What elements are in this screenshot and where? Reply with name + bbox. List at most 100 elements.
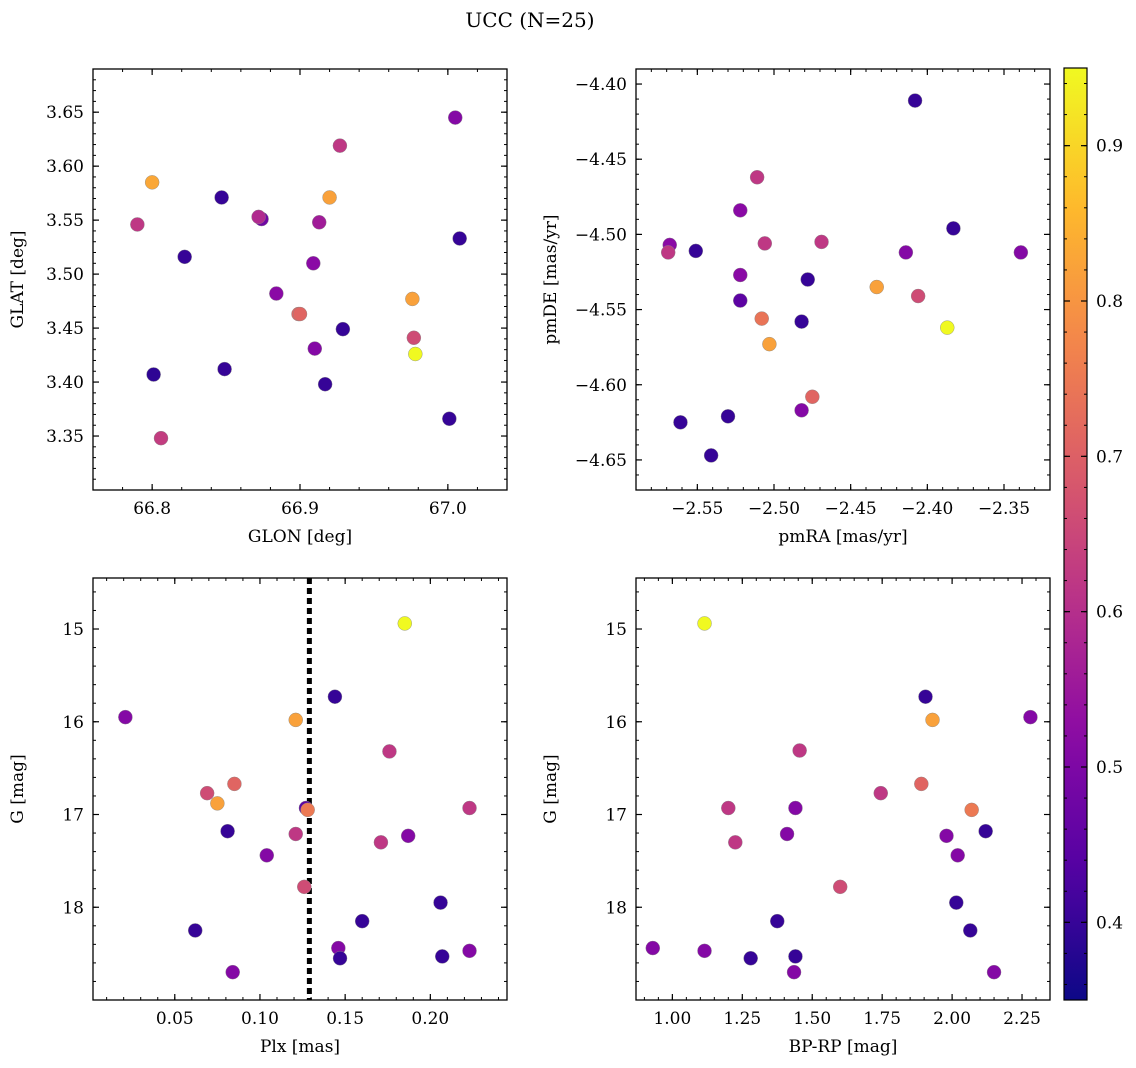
y-tick-label: −4.50 xyxy=(575,225,627,245)
data-point xyxy=(950,848,965,863)
colorbar-tick-label: 0.7 xyxy=(1096,447,1123,467)
data-point xyxy=(406,330,422,345)
data-point xyxy=(312,215,327,230)
data-point xyxy=(251,209,266,225)
data-point xyxy=(462,800,477,816)
data-point xyxy=(788,800,803,816)
data-point xyxy=(661,245,676,260)
y-tick-label: 16 xyxy=(605,713,627,733)
data-point xyxy=(300,802,315,818)
colorbar-tick-label: 0.6 xyxy=(1096,603,1123,623)
data-point xyxy=(462,943,477,959)
data-point xyxy=(130,217,145,232)
y-tick-label: 3.60 xyxy=(46,157,84,177)
data-point xyxy=(332,951,348,966)
data-point xyxy=(307,341,322,356)
y-axis-label: GLAT [deg] xyxy=(8,230,28,328)
y-tick-label: 3.40 xyxy=(46,373,84,393)
panel-4: 1.00 1.25 1.50 1.75 2.00 2.25 15 16 17 18 BP-RP [m… xyxy=(541,577,1051,1057)
data-point xyxy=(733,267,748,283)
data-point xyxy=(918,689,933,704)
data-point xyxy=(225,964,240,980)
data-point xyxy=(448,110,463,125)
data-point xyxy=(1013,245,1029,260)
y-tick-label: 3.45 xyxy=(46,319,84,339)
y-tick-label: 3.35 xyxy=(46,427,84,447)
data-point xyxy=(743,951,758,966)
x-tick-label: 0.10 xyxy=(241,1009,279,1029)
data-point xyxy=(898,245,914,260)
data-point xyxy=(697,616,712,631)
x-tick-label: 1.00 xyxy=(653,1009,691,1029)
data-point xyxy=(400,828,416,844)
data-point xyxy=(721,800,736,816)
data-point xyxy=(405,291,420,307)
data-point xyxy=(227,776,242,792)
data-point xyxy=(188,923,203,938)
x-axis-label: Plx [mas] xyxy=(260,1037,340,1057)
y-tick-label: 18 xyxy=(605,898,627,918)
panel-1: 66.8 66.9 67.0 3.35 3.40 3.45 3.50 3.55 3.60 3.65… xyxy=(8,68,508,547)
x-tick-label: 67.0 xyxy=(429,499,467,519)
data-point xyxy=(814,234,829,250)
x-axis-label: pmRA [mas/yr] xyxy=(778,527,907,547)
y-tick-label: 17 xyxy=(62,806,84,826)
x-axis-label: GLON [deg] xyxy=(248,527,352,547)
data-point xyxy=(217,361,232,377)
data-point xyxy=(317,377,333,392)
data-point xyxy=(354,913,370,929)
data-point xyxy=(452,231,467,246)
data-point xyxy=(322,190,337,205)
x-tick-label: −2.40 xyxy=(901,499,953,519)
y-tick-label: 16 xyxy=(62,713,84,733)
x-tick-label: −2.55 xyxy=(671,499,723,519)
data-point xyxy=(373,835,389,850)
colorbar-tick-label: 0.5 xyxy=(1096,758,1123,778)
data-point xyxy=(269,286,284,301)
data-point xyxy=(397,616,412,631)
data-point xyxy=(435,949,450,964)
y-tick-label: 3.55 xyxy=(46,211,84,231)
data-point xyxy=(779,826,795,842)
data-point xyxy=(645,940,660,956)
data-point xyxy=(292,306,308,322)
data-point xyxy=(800,272,815,287)
data-point xyxy=(382,744,397,759)
x-tick-label: 2.00 xyxy=(933,1009,971,1029)
data-point xyxy=(214,190,229,205)
panel-2: −2.55 −2.50 −2.45 −2.40 −2.35 −4.65 −4.60 −4.55… xyxy=(541,68,1051,547)
panel-3: 0.05 0.10 0.15 0.20 15 16 17 18 Plx [mas] G [mag] xyxy=(8,577,508,1057)
data-point xyxy=(792,743,807,758)
data-point xyxy=(939,828,954,844)
data-point xyxy=(925,712,940,728)
data-point xyxy=(210,796,225,811)
x-tick-label: −2.50 xyxy=(748,499,800,519)
plot-frame xyxy=(635,68,1051,491)
data-point xyxy=(433,895,448,910)
x-tick-label: 1.50 xyxy=(793,1009,831,1029)
data-point xyxy=(177,249,192,265)
data-point xyxy=(1023,709,1038,725)
data-point xyxy=(949,895,964,910)
y-tick-label: −4.40 xyxy=(575,75,627,95)
x-tick-label: 1.75 xyxy=(863,1009,901,1029)
data-point xyxy=(964,802,979,818)
y-tick-label: 15 xyxy=(605,620,627,640)
data-point xyxy=(907,93,923,108)
colorbar-tick-label: 0.4 xyxy=(1096,913,1123,933)
colorbar-gradient xyxy=(1063,67,1088,1001)
data-point xyxy=(963,923,978,938)
y-axis-label: pmDE [mas/yr] xyxy=(541,214,561,344)
y-tick-label: −4.45 xyxy=(575,150,627,170)
data-point xyxy=(153,430,169,446)
data-point xyxy=(220,824,235,839)
data-point xyxy=(794,403,809,418)
data-point xyxy=(770,913,785,929)
data-point xyxy=(199,785,215,801)
x-tick-label: 0.05 xyxy=(156,1009,194,1029)
y-tick-label: −4.65 xyxy=(575,451,627,471)
data-point xyxy=(978,824,993,839)
data-point xyxy=(327,689,343,704)
x-tick-label: 66.9 xyxy=(281,499,319,519)
data-point xyxy=(335,321,351,337)
